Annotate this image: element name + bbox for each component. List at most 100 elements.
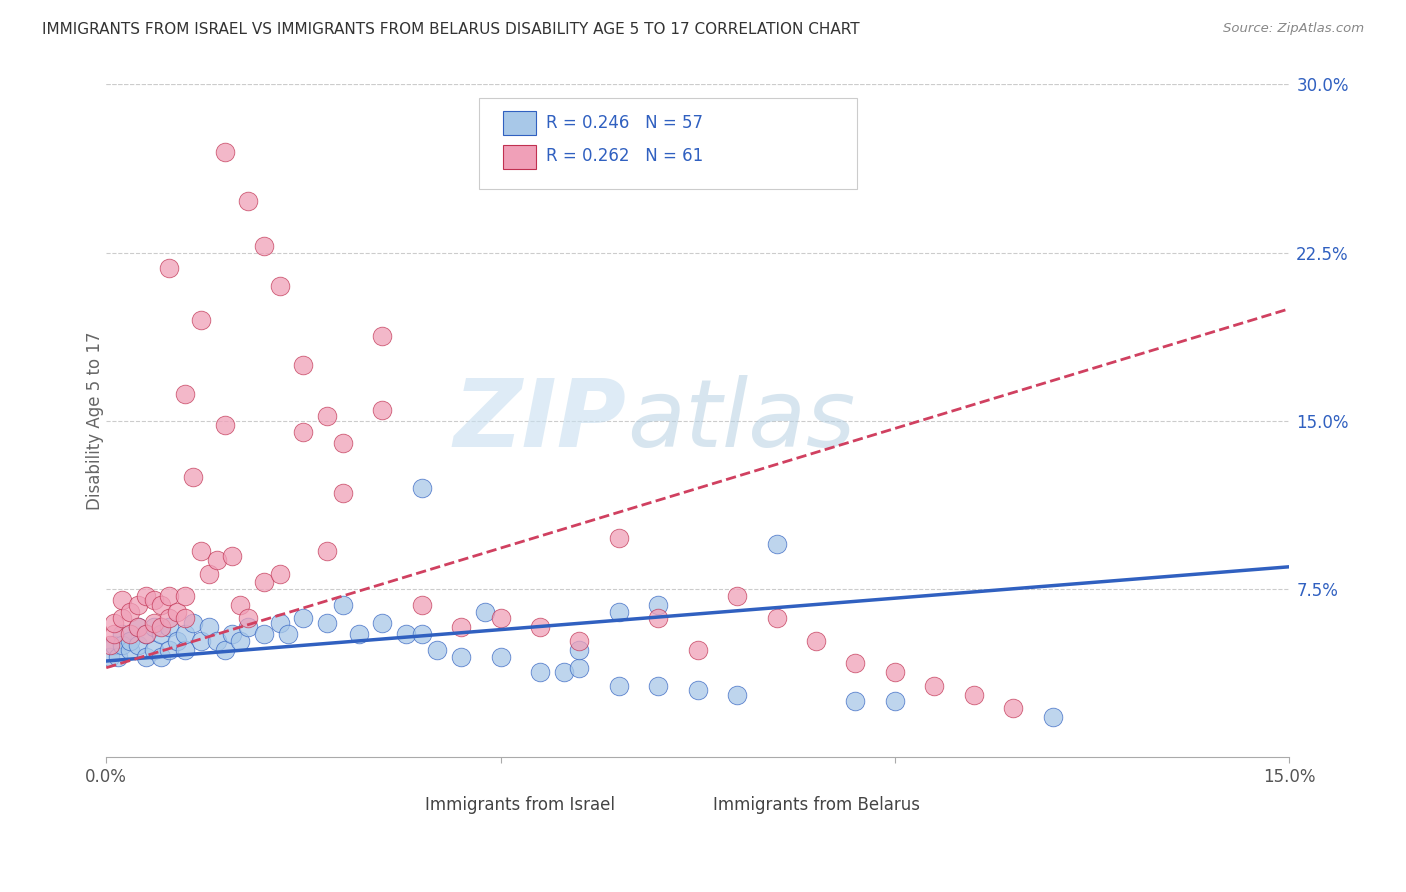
Bar	[389, 795, 420, 814]
Point	[142, 615, 165, 630]
Point	[127, 620, 149, 634]
Point	[924, 679, 946, 693]
Point	[529, 620, 551, 634]
Point	[553, 665, 575, 680]
Point	[963, 688, 986, 702]
Bar	[502, 145, 536, 169]
Point	[174, 627, 197, 641]
Point	[474, 605, 496, 619]
Point	[103, 638, 125, 652]
Point	[253, 627, 276, 641]
Point	[371, 328, 394, 343]
Point	[214, 642, 236, 657]
Point	[111, 593, 134, 607]
FancyBboxPatch shape	[479, 98, 858, 189]
Point	[292, 611, 315, 625]
Text: ZIP: ZIP	[454, 375, 627, 467]
Point	[883, 694, 905, 708]
Point	[118, 642, 141, 657]
Y-axis label: Disability Age 5 to 17: Disability Age 5 to 17	[86, 332, 104, 510]
Point	[166, 605, 188, 619]
Text: IMMIGRANTS FROM ISRAEL VS IMMIGRANTS FROM BELARUS DISABILITY AGE 5 TO 17 CORRELA: IMMIGRANTS FROM ISRAEL VS IMMIGRANTS FRO…	[42, 22, 860, 37]
Text: R = 0.246   N = 57: R = 0.246 N = 57	[547, 114, 703, 132]
Bar	[686, 795, 716, 814]
Point	[277, 627, 299, 641]
Text: atlas: atlas	[627, 376, 855, 467]
Point	[103, 627, 125, 641]
Point	[316, 544, 339, 558]
Point	[190, 313, 212, 327]
Point	[647, 611, 669, 625]
Point	[214, 145, 236, 159]
Point	[157, 620, 180, 634]
Point	[316, 409, 339, 424]
Point	[135, 589, 157, 603]
Point	[686, 683, 709, 698]
Point	[127, 598, 149, 612]
Point	[197, 566, 219, 581]
Point	[229, 598, 252, 612]
Point	[332, 598, 354, 612]
Point	[118, 605, 141, 619]
Text: R = 0.262   N = 61: R = 0.262 N = 61	[547, 147, 703, 165]
Point	[221, 627, 243, 641]
Point	[98, 638, 121, 652]
Point	[450, 620, 472, 634]
Point	[174, 642, 197, 657]
Point	[765, 537, 787, 551]
Bar	[502, 112, 536, 135]
Point	[426, 642, 449, 657]
Point	[135, 649, 157, 664]
Point	[150, 649, 173, 664]
Point	[142, 593, 165, 607]
Point	[395, 627, 418, 641]
Point	[607, 531, 630, 545]
Point	[607, 679, 630, 693]
Point	[127, 638, 149, 652]
Point	[686, 642, 709, 657]
Point	[98, 649, 121, 664]
Point	[157, 589, 180, 603]
Point	[489, 649, 512, 664]
Point	[127, 620, 149, 634]
Point	[142, 642, 165, 657]
Point	[181, 470, 204, 484]
Point	[411, 481, 433, 495]
Point	[142, 620, 165, 634]
Point	[150, 598, 173, 612]
Point	[568, 661, 591, 675]
Point	[174, 387, 197, 401]
Point	[107, 649, 129, 664]
Point	[190, 633, 212, 648]
Point	[371, 615, 394, 630]
Point	[411, 598, 433, 612]
Point	[111, 611, 134, 625]
Point	[205, 553, 228, 567]
Point	[118, 627, 141, 641]
Point	[111, 638, 134, 652]
Point	[844, 694, 866, 708]
Point	[607, 605, 630, 619]
Point	[181, 615, 204, 630]
Point	[269, 615, 291, 630]
Point	[844, 657, 866, 671]
Point	[725, 688, 748, 702]
Point	[411, 627, 433, 641]
Point	[804, 633, 827, 648]
Point	[292, 425, 315, 440]
Point	[190, 544, 212, 558]
Point	[332, 436, 354, 450]
Point	[150, 620, 173, 634]
Point	[647, 598, 669, 612]
Point	[238, 194, 260, 208]
Point	[765, 611, 787, 625]
Point	[253, 239, 276, 253]
Point	[1002, 701, 1025, 715]
Point	[157, 261, 180, 276]
Point	[371, 402, 394, 417]
Point	[157, 642, 180, 657]
Point	[269, 279, 291, 293]
Point	[1042, 710, 1064, 724]
Text: Immigrants from Israel: Immigrants from Israel	[425, 796, 616, 814]
Point	[238, 620, 260, 634]
